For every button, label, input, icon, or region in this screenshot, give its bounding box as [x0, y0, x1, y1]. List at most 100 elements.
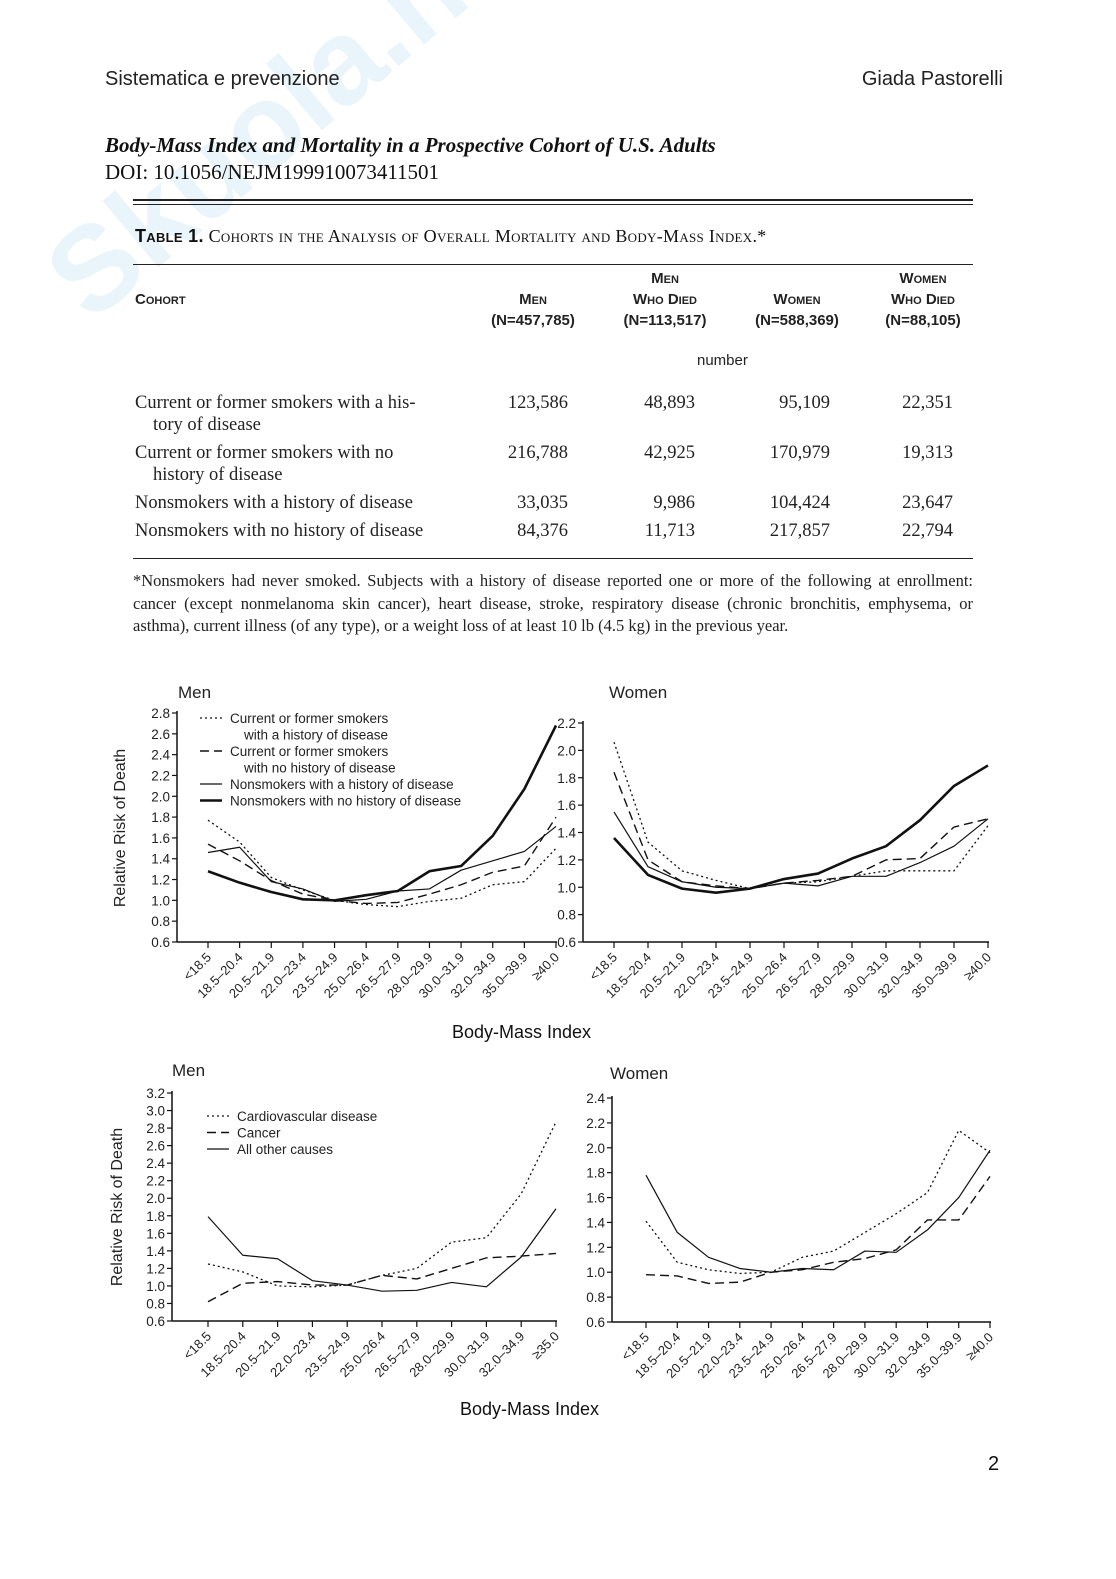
- chart-title: Women: [609, 683, 667, 702]
- legend-label: Nonsmokers with a history of disease: [230, 777, 454, 792]
- header-course: Sistematica e prevenzione: [105, 68, 340, 90]
- figure-xlabel-bottom: Body-Mass Index: [460, 1399, 600, 1419]
- y-tick-label: 2.0: [151, 789, 170, 804]
- y-tick-label: 1.6: [146, 1226, 165, 1241]
- table-header-rule: [133, 264, 973, 265]
- table-footnote: *Nonsmokers had never smoked. Subjects w…: [133, 571, 973, 635]
- y-tick-label: 2.0: [146, 1191, 165, 1206]
- table-cell: 104,424: [769, 493, 830, 513]
- y-tick-label: 2.2: [557, 716, 576, 731]
- legend-label: Cardiovascular disease: [237, 1109, 377, 1124]
- table-cell: 19,313: [902, 443, 953, 463]
- y-tick-label: 0.8: [151, 914, 170, 929]
- legend-label: with a history of disease: [243, 728, 388, 743]
- column-header-line: Cohort: [135, 291, 186, 308]
- row-label: Nonsmokers with no history of disease: [135, 521, 424, 541]
- table-cell: 216,788: [507, 443, 568, 463]
- table-cell: 22,794: [902, 521, 953, 541]
- y-tick-label: 0.8: [146, 1296, 165, 1311]
- chart-legend: Current or former smokers with a history …: [200, 711, 461, 809]
- column-header-line: (N=113,517): [623, 312, 707, 329]
- y-tick-label: 1.0: [557, 880, 576, 895]
- y-tick-label: 1.4: [586, 1215, 605, 1230]
- table-cell: 95,109: [779, 393, 830, 413]
- table-cell: 33,035: [517, 493, 568, 513]
- table-cell: 11,713: [644, 521, 695, 541]
- legend-label: Current or former smokers: [230, 711, 389, 726]
- y-tick-label: 0.6: [557, 935, 576, 950]
- y-tick-label: 1.0: [151, 893, 170, 908]
- y-tick-label: 1.4: [146, 1244, 165, 1259]
- series-line-thick: [207, 724, 558, 902]
- table-cell: 42,925: [644, 443, 695, 463]
- series-line-dotted: [207, 1121, 557, 1288]
- y-tick-label: 1.8: [586, 1166, 605, 1181]
- column-header-line: Who Died: [891, 291, 955, 308]
- y-axis-label: Relative Risk of Death: [112, 749, 129, 907]
- y-tick-label: 1.4: [557, 826, 576, 841]
- column-header: Women (N=588,369): [722, 268, 872, 331]
- row-label: Nonsmokers with a history of disease: [135, 493, 413, 513]
- chart-title: Men: [178, 683, 211, 702]
- legend-label: Cancer: [237, 1126, 281, 1141]
- series-line-thin: [207, 1208, 557, 1292]
- y-tick-label: 2.0: [557, 743, 576, 758]
- page-number: 2: [988, 1453, 1000, 1475]
- y-tick-label: 1.2: [146, 1261, 165, 1276]
- column-header-line: Who Died: [633, 291, 697, 308]
- header-author: Giada Pastorelli: [861, 68, 1003, 90]
- y-tick-label: 1.6: [586, 1191, 605, 1206]
- y-tick-label: 2.8: [151, 706, 170, 721]
- y-tick-label: 1.8: [151, 810, 170, 825]
- y-tick-label: 2.2: [586, 1116, 605, 1131]
- legend-label: All other causes: [237, 1142, 333, 1157]
- table-top-rule: [133, 199, 973, 201]
- y-tick-label: 1.8: [146, 1209, 165, 1224]
- table-caption: Cohorts in the Analysis of Overall Morta…: [208, 226, 767, 246]
- y-tick-label: 0.6: [586, 1315, 605, 1330]
- y-tick-label: 1.6: [151, 831, 170, 846]
- column-header-line: Men: [651, 270, 679, 287]
- y-tick-label: 3.2: [146, 1086, 165, 1101]
- table-bottom-rule: [133, 558, 973, 559]
- series-line-dashed: [613, 772, 989, 890]
- table-cell: 84,376: [517, 521, 568, 541]
- y-tick-label: 2.0: [586, 1141, 605, 1156]
- table-title: Table 1. Cohorts in the Analysis of Over…: [135, 226, 767, 247]
- y-tick-label: 1.0: [146, 1279, 165, 1294]
- x-tick-label: ≥40.0: [961, 950, 995, 984]
- x-tick-label: ≥40.0: [963, 1330, 997, 1364]
- y-tick-label: 2.8: [146, 1121, 165, 1136]
- row-label-cont: history of disease: [153, 465, 283, 485]
- x-tick-label: ≥40.0: [529, 950, 563, 984]
- table-cell: 217,857: [769, 521, 830, 541]
- y-tick-label: 2.4: [151, 748, 170, 763]
- y-tick-label: 1.2: [557, 853, 576, 868]
- table-label: Table 1.: [135, 226, 204, 246]
- table-unit: number: [697, 352, 748, 369]
- y-axis-label: Relative Risk of Death: [109, 1128, 126, 1286]
- article-title: Body-Mass Index and Mortality in a Prosp…: [105, 133, 716, 157]
- y-tick-label: 1.4: [151, 852, 170, 867]
- series-line-dotted: [645, 1129, 991, 1275]
- column-header-line: Women: [773, 291, 821, 308]
- column-header-line: (N=457,785): [491, 312, 575, 329]
- article-doi: DOI: 10.1056/NEJM199910073411501: [105, 160, 440, 184]
- chart-3: Women0.60.81.01.21.41.61.82.02.22.4<18.5…: [586, 1064, 996, 1381]
- row-label: Current or former smokers with no: [135, 443, 394, 463]
- table-cell: 9,986: [653, 493, 695, 513]
- row-label: Current or former smokers with a his-: [135, 393, 416, 413]
- column-header: Men Who Died (N=113,517): [590, 268, 740, 331]
- legend-label: with no history of disease: [243, 761, 396, 776]
- chart-title: Men: [172, 1061, 205, 1080]
- y-tick-label: 2.6: [146, 1139, 165, 1154]
- chart-0: Men Relative Risk of Death 0.6 0.8 1.0 1.2 1.4…: [112, 683, 562, 1001]
- row-label-cont: tory of disease: [153, 415, 261, 435]
- x-tick-label: ≥35.0: [529, 1329, 563, 1363]
- y-tick-label: 0.8: [586, 1290, 605, 1305]
- y-tick-label: 2.2: [146, 1174, 165, 1189]
- y-tick-label: 2.4: [586, 1091, 605, 1106]
- table-cell: 170,979: [769, 443, 830, 463]
- y-tick-label: 2.6: [151, 727, 170, 742]
